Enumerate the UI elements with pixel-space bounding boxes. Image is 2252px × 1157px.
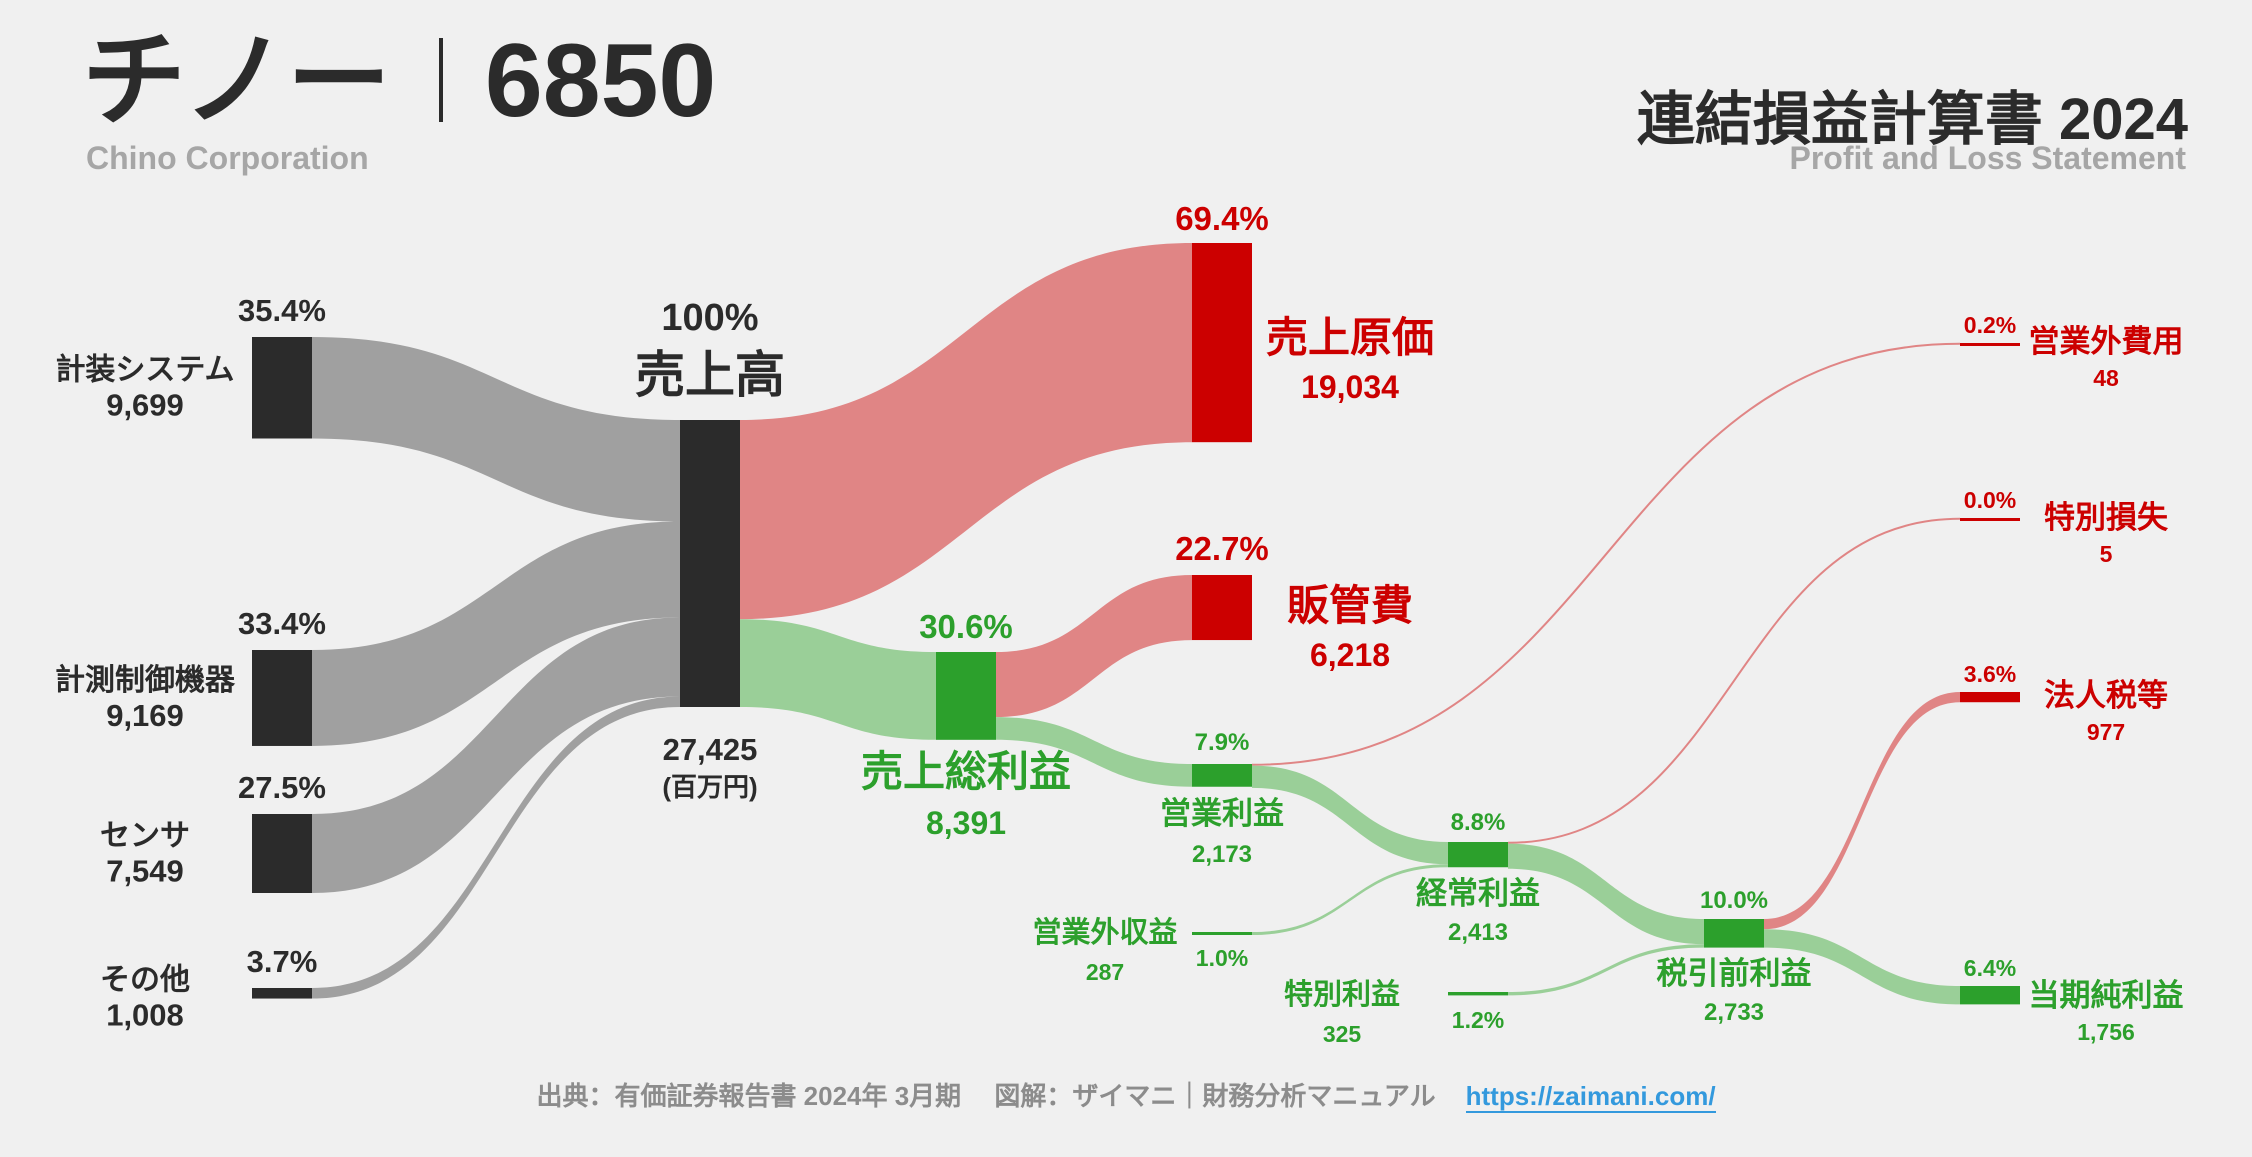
- label-seg1: 計装システム: [55, 353, 234, 387]
- pct-nonopexp: 0.2%: [1964, 312, 2016, 338]
- node-rev: [680, 420, 740, 707]
- value-sga: 6,218: [1310, 637, 1390, 673]
- flow-ord-pretax: [1508, 843, 1704, 945]
- pct-tax: 3.6%: [1964, 661, 2016, 687]
- pct-nonopinc: 1.0%: [1196, 945, 1248, 971]
- node-tax: [1960, 692, 2020, 703]
- pct-ord: 8.8%: [1451, 809, 1506, 836]
- unit-rev: (百万円): [662, 772, 757, 802]
- value-tax: 977: [2087, 719, 2125, 745]
- company-name: チノー: [82, 23, 391, 139]
- label-gross: 売上総利益: [861, 748, 1071, 795]
- node-seg3: [252, 814, 312, 893]
- node-extloss: [1960, 518, 2020, 521]
- title-divider: [438, 38, 443, 122]
- label-net: 当期純利益: [2029, 978, 2184, 1013]
- label-nonopexp: 営業外費用: [2029, 324, 2184, 359]
- label-seg4: その他: [100, 963, 190, 996]
- pct-pretax: 10.0%: [1700, 887, 1768, 914]
- node-nonopinc: [1192, 932, 1252, 936]
- source-text: 出典：有価証券報告書 2024年 3月期 図解：ザイマニ｜財務分析マニュアル: [536, 1081, 1436, 1111]
- label-op: 営業利益: [1160, 796, 1284, 831]
- value-nonopexp: 48: [2093, 365, 2119, 391]
- flow-ord-extloss: [1507, 517, 1961, 844]
- footer: 出典：有価証券報告書 2024年 3月期 図解：ザイマニ｜財務分析マニュアル ht…: [0, 1076, 2252, 1113]
- pct-seg1: 35.4%: [238, 293, 326, 328]
- label-rev: 売上高: [635, 347, 785, 403]
- ticker-code: 6850: [484, 23, 717, 139]
- flow-rev-gross: [740, 619, 936, 740]
- flow-seg3-rev: [312, 617, 680, 893]
- label-sga: 販管費: [1287, 582, 1413, 629]
- node-pretax: [1704, 919, 1764, 948]
- flow-seg4-rev: [312, 696, 680, 999]
- node-ord: [1448, 842, 1508, 868]
- value-net: 1,756: [2077, 1019, 2135, 1045]
- pct-cogs: 69.4%: [1175, 200, 1269, 237]
- value-seg3: 7,549: [106, 853, 184, 888]
- website-link[interactable]: https://zaimani.com/: [1465, 1081, 1716, 1113]
- node-seg4: [252, 988, 312, 999]
- pct-rev: 100%: [661, 297, 758, 339]
- node-seg1: [252, 337, 312, 439]
- flow-op-ord: [1252, 765, 1448, 865]
- pct-seg4: 3.7%: [247, 944, 318, 979]
- flow-pretax-net: [1764, 929, 1960, 1005]
- label-tax: 法人税等: [2044, 678, 2168, 713]
- company-title: チノー 6850: [82, 24, 716, 138]
- flow-extinc-pretax: [1508, 944, 1704, 996]
- node-cogs: [1192, 243, 1252, 443]
- pct-gross: 30.6%: [919, 608, 1013, 645]
- value-extloss: 5: [2100, 541, 2113, 567]
- label-seg2: 計測制御機器: [55, 663, 236, 697]
- pct-sga: 22.7%: [1175, 530, 1269, 567]
- label-ord: 経常利益: [1416, 876, 1540, 911]
- node-nonopexp: [1960, 343, 2020, 346]
- flow-op-nonopexp: [1251, 342, 1961, 766]
- label-extloss: 特別損失: [2044, 500, 2169, 535]
- node-extinc: [1448, 992, 1508, 996]
- pct-extinc: 1.2%: [1452, 1007, 1504, 1033]
- label-seg3: センサ: [100, 819, 190, 852]
- flow-seg2-rev: [312, 521, 680, 746]
- value-op: 2,173: [1192, 841, 1252, 868]
- pct-seg2: 33.4%: [238, 606, 326, 641]
- pct-extloss: 0.0%: [1964, 487, 2016, 513]
- node-op: [1192, 764, 1252, 787]
- statement-subtitle: Profit and Loss Statement: [1789, 140, 2187, 176]
- flow-seg1-rev: [312, 337, 680, 522]
- value-extinc: 325: [1323, 1021, 1362, 1047]
- flow-pretax-tax: [1764, 692, 1960, 930]
- value-seg4: 1,008: [106, 997, 184, 1032]
- value-seg1: 9,699: [106, 388, 184, 423]
- value-nonopinc: 287: [1086, 959, 1124, 985]
- label-cogs: 売上原価: [1266, 314, 1434, 361]
- value-gross: 8,391: [926, 805, 1006, 841]
- node-sga: [1192, 575, 1252, 641]
- value-seg2: 9,169: [106, 698, 184, 733]
- label-extinc: 特別利益: [1284, 978, 1400, 1011]
- pct-seg3: 27.5%: [238, 770, 326, 805]
- flow-gross-op: [996, 717, 1192, 787]
- node-seg2: [252, 650, 312, 746]
- node-gross: [936, 652, 996, 740]
- node-net: [1960, 986, 2020, 1005]
- value-rev: 27,425: [663, 732, 758, 767]
- label-pretax: 税引前利益: [1657, 956, 1812, 991]
- flow-gross-sga: [996, 575, 1192, 718]
- value-cogs: 19,034: [1301, 369, 1399, 405]
- value-ord: 2,413: [1448, 919, 1508, 946]
- label-nonopinc: 営業外収益: [1032, 915, 1177, 949]
- flow-nonopinc-ord: [1252, 864, 1448, 936]
- pct-net: 6.4%: [1964, 955, 2016, 981]
- pct-op: 7.9%: [1195, 729, 1250, 756]
- statement-title: 連結損益計算書 2024: [1636, 87, 2188, 152]
- value-pretax: 2,733: [1704, 999, 1764, 1026]
- company-name-en: Chino Corporation: [86, 140, 369, 176]
- flow-rev-cogs: [740, 243, 1192, 620]
